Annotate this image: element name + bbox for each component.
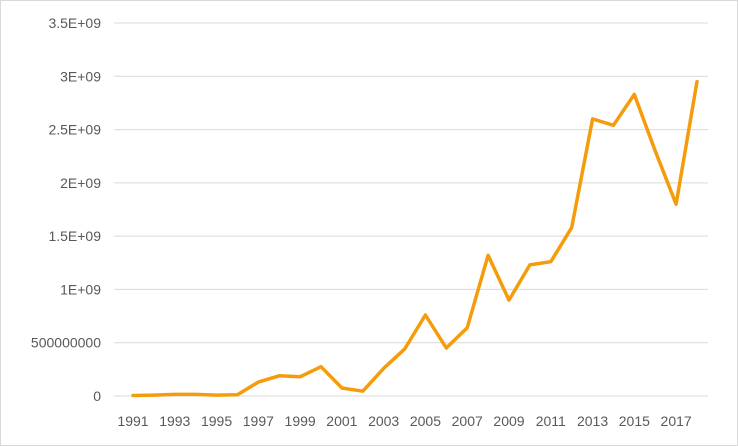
y-tick-label: 1E+09	[60, 281, 101, 297]
x-tick-label: 2007	[452, 413, 483, 429]
data-point	[340, 387, 343, 390]
data-point	[320, 365, 323, 368]
data-point	[257, 381, 260, 384]
x-tick-label: 1997	[243, 413, 274, 429]
data-point	[215, 394, 218, 397]
data-point	[654, 149, 657, 152]
x-tick-label: 2011	[536, 413, 566, 429]
data-point	[361, 390, 364, 393]
x-tick-label: 2013	[577, 413, 608, 429]
data-point	[132, 394, 135, 397]
y-tick-label: 500000000	[31, 335, 101, 351]
series-layer	[131, 79, 699, 398]
data-point	[173, 393, 176, 396]
series-line	[131, 79, 699, 398]
y-axis-tick-labels: 0 500000000 1E+09 1.5E+09 2E+09 2.5E+09 3E+09 3…	[31, 15, 101, 404]
y-tick-label: 2E+09	[60, 175, 101, 191]
y-tick-label: 0	[93, 388, 101, 404]
x-tick-label: 1999	[285, 413, 316, 429]
x-tick-label: 2005	[410, 413, 441, 429]
data-point	[675, 203, 678, 206]
data-point	[424, 314, 427, 317]
data-point	[633, 93, 636, 96]
x-tick-label: 1991	[117, 413, 148, 429]
x-tick-label: 1995	[201, 413, 232, 429]
y-tick-label: 2.5E+09	[48, 122, 101, 138]
data-point	[487, 254, 490, 257]
data-point	[696, 80, 699, 83]
x-tick-label: 2003	[368, 413, 399, 429]
y-tick-label: 3E+09	[60, 68, 101, 84]
data-point	[466, 326, 469, 329]
data-point	[194, 393, 197, 396]
data-point	[591, 117, 594, 120]
y-tick-label: 1.5E+09	[48, 228, 101, 244]
data-point	[528, 263, 531, 266]
data-point	[278, 374, 281, 377]
y-tick-label: 3.5E+09	[48, 15, 101, 31]
data-point	[570, 226, 573, 229]
data-point	[403, 348, 406, 351]
data-point	[152, 394, 155, 397]
x-tick-label: 2017	[661, 413, 692, 429]
x-tick-label: 1993	[159, 413, 190, 429]
data-point	[382, 367, 385, 370]
x-tick-label: 2015	[619, 413, 650, 429]
data-point	[236, 393, 239, 396]
data-point	[508, 299, 511, 302]
data-point	[612, 124, 615, 127]
x-axis-tick-labels: 1991 1993 1995 1997 1999 2001 2003 2005 2007 2009…	[117, 413, 691, 429]
x-tick-label: 2009	[493, 413, 524, 429]
x-tick-label: 2001	[326, 413, 357, 429]
data-point	[299, 375, 302, 378]
data-point	[549, 260, 552, 263]
data-point	[445, 347, 448, 350]
